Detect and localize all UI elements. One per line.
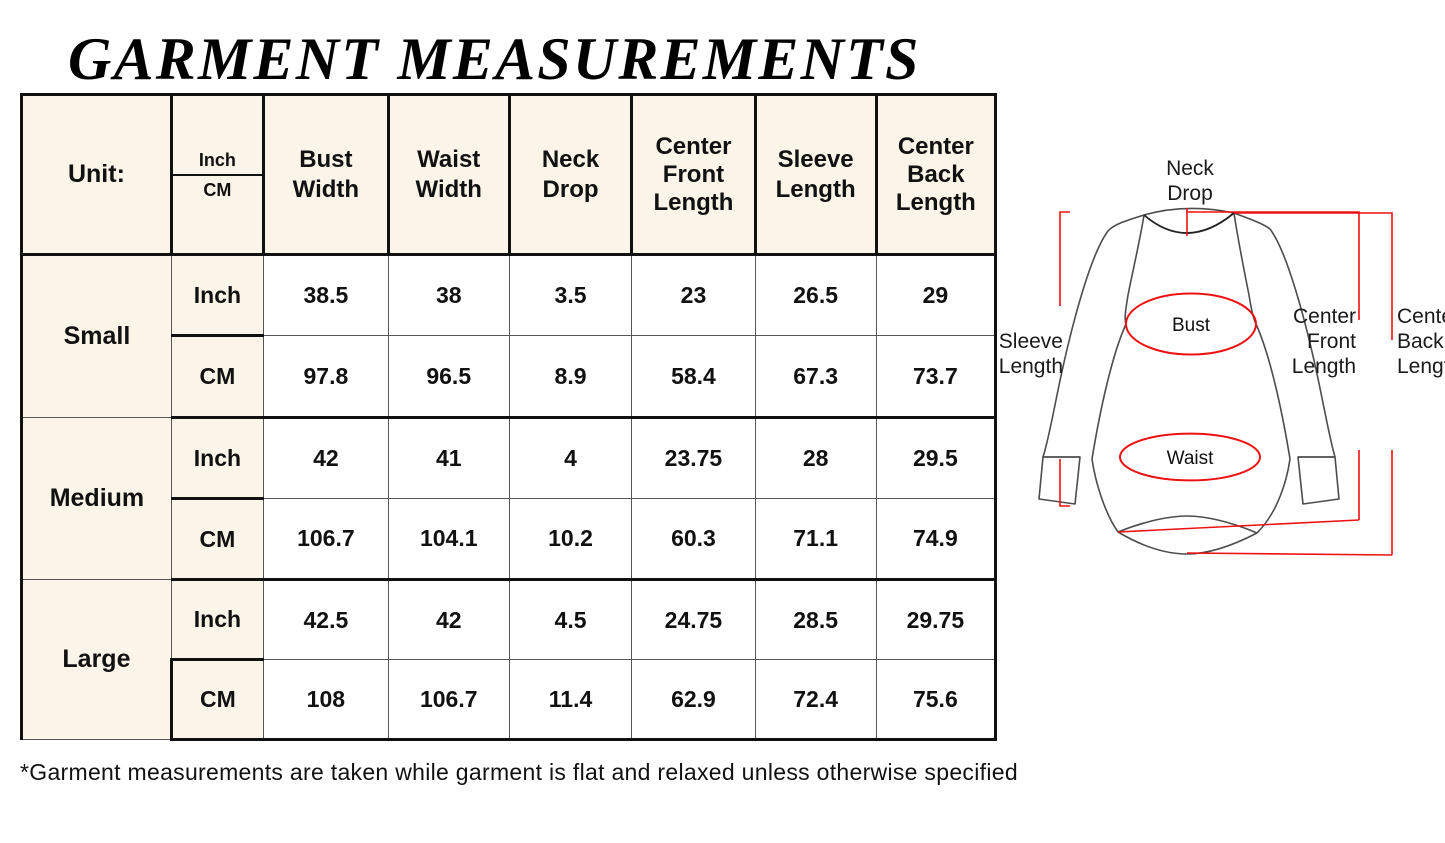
svg-text:Center: Center: [1293, 305, 1356, 328]
svg-text:Back: Back: [1397, 330, 1444, 353]
svg-text:Front: Front: [1307, 330, 1356, 353]
svg-text:Waist: Waist: [1167, 448, 1215, 469]
svg-text:Sleeve: Sleeve: [1000, 330, 1063, 353]
svg-text:Length: Length: [1000, 355, 1063, 378]
svg-text:Length: Length: [1292, 355, 1356, 378]
svg-text:Center: Center: [1397, 305, 1445, 328]
svg-text:Bust: Bust: [1172, 315, 1211, 336]
svg-text:Neck: Neck: [1166, 157, 1214, 180]
svg-text:Length: Length: [1397, 355, 1445, 378]
svg-text:Drop: Drop: [1167, 182, 1213, 205]
